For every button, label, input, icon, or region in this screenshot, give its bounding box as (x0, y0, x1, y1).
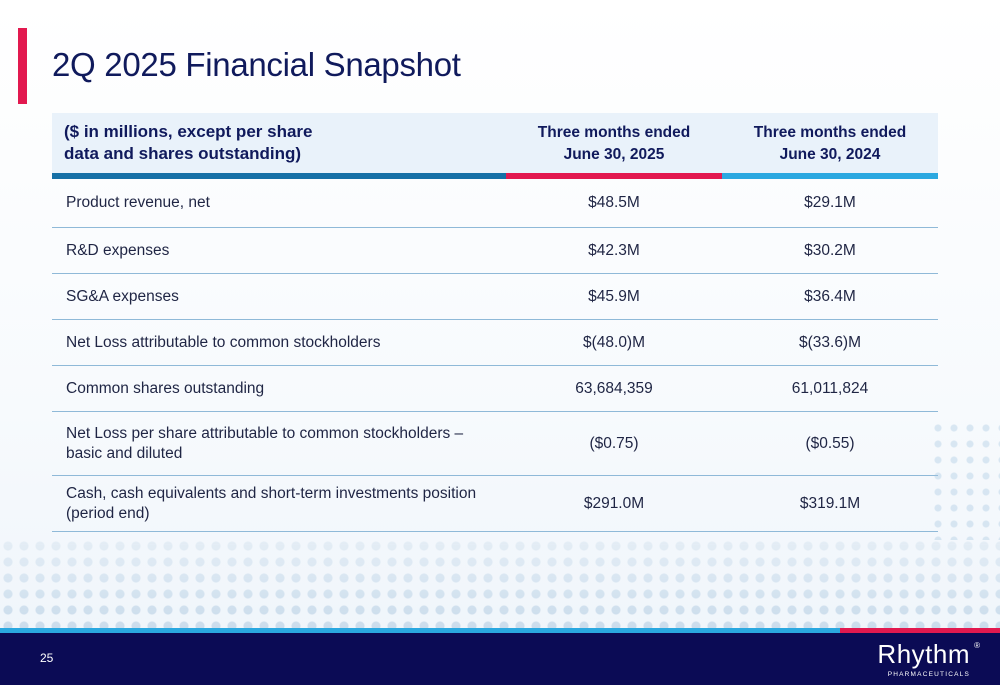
table-row: Product revenue, net $48.5M $29.1M (52, 179, 938, 228)
row-label-line1: Net Loss per share attributable to commo… (66, 424, 464, 442)
row-label: Cash, cash equivalents and short-term in… (52, 484, 486, 524)
row-label: Net Loss attributable to common stockhol… (66, 333, 381, 351)
value-2024: $36.4M (804, 287, 856, 305)
row-label: Common shares outstanding (66, 379, 265, 397)
logo-registered-mark: ® (974, 641, 980, 650)
value-2024: $29.1M (804, 194, 856, 211)
table-row: Net Loss attributable to common stockhol… (52, 320, 938, 366)
header-col-2025-line1: Three months ended (537, 124, 691, 141)
table-row: Common shares outstanding 63,684,359 61,… (52, 366, 938, 412)
row-label: R&D expenses (66, 241, 170, 259)
value-2025: $45.9M (588, 287, 640, 305)
value-2024: $319.1M (799, 494, 861, 512)
header-units-label: ($ in millions, except per share data an… (64, 121, 364, 165)
header-rule-red (506, 173, 722, 179)
row-label-line2: (period end) (66, 504, 150, 522)
value-2025: $291.0M (583, 494, 645, 512)
row-label-line2: basic and diluted (66, 444, 183, 462)
page-title: 2Q 2025 Financial Snapshot (52, 46, 461, 83)
value-2024: ($0.55) (805, 434, 855, 452)
company-logo: Rhythm ® PHARMACEUTICALS (862, 639, 982, 681)
header-rule (52, 173, 938, 179)
decorative-dot-pattern-right (930, 420, 1000, 540)
row-label-line1: Cash, cash equivalents and short-term in… (66, 484, 477, 502)
value-2025: $48.5M (588, 194, 640, 211)
header-col-2025-line2: June 30, 2025 (563, 146, 665, 163)
value-2025: $(48.0)M (582, 333, 646, 351)
header-rule-blue (52, 173, 506, 179)
footer-stripe (0, 628, 1000, 633)
logo-tagline: PHARMACEUTICALS (887, 671, 970, 678)
title-accent-bar (18, 28, 27, 104)
value-2025: ($0.75) (589, 434, 639, 452)
decorative-dot-pattern (0, 538, 1000, 628)
table-row: Net Loss per share attributable to commo… (52, 412, 938, 476)
page-number: 25 (40, 651, 54, 665)
table-row: SG&A expenses $45.9M $36.4M (52, 274, 938, 320)
table-header: ($ in millions, except per share data an… (52, 113, 938, 173)
value-2024: 61,011,824 (791, 379, 869, 397)
table-row: Cash, cash equivalents and short-term in… (52, 476, 938, 532)
header-col-2024: Three months ended June 30, 2024 (722, 122, 938, 166)
header-col-2024-line2: June 30, 2024 (779, 146, 881, 163)
value-2025: $42.3M (588, 241, 640, 259)
value-2024: $30.2M (804, 241, 856, 259)
row-label: Net Loss per share attributable to commo… (52, 424, 486, 464)
header-rule-light-blue (722, 173, 938, 179)
table-row: R&D expenses $42.3M $30.2M (52, 228, 938, 274)
value-2024: $(33.6)M (798, 333, 862, 351)
header-units-line2: data and shares outstanding) (64, 144, 302, 163)
logo-wordmark: Rhythm (877, 639, 970, 669)
row-label: SG&A expenses (66, 287, 179, 305)
header-col-2024-line1: Three months ended (753, 124, 907, 141)
financial-table: ($ in millions, except per share data an… (52, 113, 938, 532)
footer-bar: 25 Rhythm ® PHARMACEUTICALS (0, 633, 1000, 685)
row-label: Product revenue, net (66, 194, 210, 211)
header-units-line1: ($ in millions, except per share (64, 122, 313, 141)
header-col-2025: Three months ended June 30, 2025 (506, 122, 722, 166)
value-2025: 63,684,359 (575, 379, 653, 397)
